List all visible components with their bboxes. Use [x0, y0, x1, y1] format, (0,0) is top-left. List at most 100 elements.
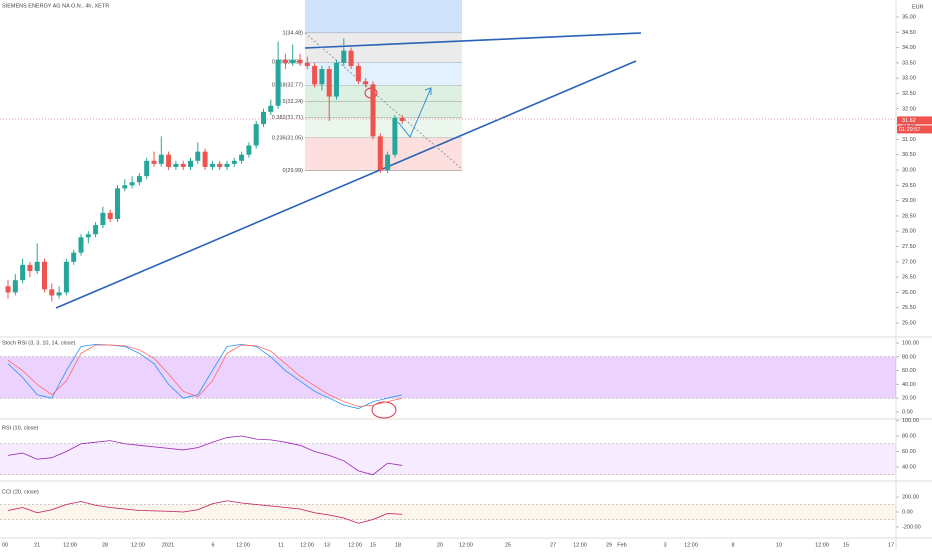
cci-line — [7, 500, 403, 524]
trend-line — [304, 32, 642, 49]
time-label: 8 — [731, 542, 734, 548]
price-label: 31.00 — [902, 137, 916, 143]
price-badge-label: 31.62 — [902, 118, 916, 124]
price-label: 30.50 — [902, 152, 916, 158]
candle-body — [370, 84, 376, 137]
candle-body — [385, 154, 391, 170]
fib-diagonal — [304, 32, 463, 170]
time-label: 12:00 — [236, 542, 250, 548]
price-badge — [897, 116, 932, 125]
price-label: 34.00 — [902, 45, 916, 51]
time-label: 25 — [505, 542, 511, 548]
time-label: 28 — [102, 542, 108, 548]
time-label: 12:00 — [348, 542, 362, 548]
rsi-tick-label: 80.00 — [902, 433, 916, 439]
candle-body — [151, 160, 157, 164]
candle-body — [158, 154, 164, 164]
countdown-badge — [897, 125, 932, 134]
fib-zone — [305, 101, 462, 118]
price-label: 26.00 — [902, 290, 916, 296]
candle-body — [49, 289, 55, 296]
candle-body — [355, 65, 361, 82]
time-label: 20 — [437, 542, 443, 548]
price-label: 32.50 — [902, 91, 916, 97]
price-label: 29.50 — [902, 183, 916, 189]
price-label: 31.50 — [902, 122, 916, 128]
candle-body — [195, 151, 201, 161]
stoch-label: Stoch RSI (3, 3, 10, 14, close) — [2, 340, 76, 346]
stoch-tick-label: 60.00 — [902, 368, 916, 374]
price-label: 34.50 — [902, 30, 916, 36]
candle-body — [239, 154, 245, 161]
fib-zone — [305, 117, 462, 138]
candle-body — [348, 50, 354, 66]
time-label: 12:00 — [459, 542, 473, 548]
candle-body — [275, 59, 281, 106]
time-label: 15 — [370, 542, 376, 548]
candle-body — [136, 176, 142, 183]
time-label: 12:00 — [300, 542, 314, 548]
candle-body — [20, 264, 26, 281]
fib-zone — [305, 85, 462, 102]
stoch-band — [0, 356, 896, 399]
rsi-tick-label: 40.00 — [902, 464, 916, 470]
price-label: 35.00 — [902, 14, 916, 20]
price-label: 27.00 — [902, 259, 916, 265]
candle-body — [334, 62, 339, 97]
time-label: 2021 — [162, 542, 174, 548]
candle-body — [326, 69, 332, 97]
rsi-tick-label: 60.00 — [902, 449, 916, 455]
rsi-line — [7, 435, 403, 476]
candle-body — [209, 163, 215, 167]
price-label: 26.50 — [902, 275, 916, 281]
price-label: 29.00 — [902, 198, 916, 204]
candle-body — [188, 160, 193, 167]
time-label: 21 — [34, 542, 40, 548]
candle-body — [85, 234, 91, 238]
fib-top-zone — [305, 0, 462, 33]
time-label: 13 — [324, 542, 330, 548]
candle-body — [341, 50, 347, 63]
trend-line — [55, 60, 637, 309]
symbol-title: SIEMENS ENERGY AG NA O.N., 4h, XETR — [2, 3, 109, 9]
fib-label: 1(34.48) — [283, 30, 304, 36]
candle-body — [246, 145, 252, 155]
candle-body — [202, 151, 208, 167]
arrow-head — [424, 87, 432, 95]
time-label: 18 — [395, 542, 401, 548]
fib-label: 0.382(31.71) — [272, 115, 303, 121]
rsi-band — [0, 443, 896, 475]
fib-label: 0(29.99) — [283, 168, 304, 174]
candle-body — [42, 261, 47, 290]
fib-zone — [305, 137, 462, 171]
time-label: 12:00 — [684, 542, 698, 548]
candle-body — [34, 261, 40, 271]
candle-body — [268, 105, 274, 112]
price-label: 28.50 — [902, 213, 916, 219]
fib-label: 0.5(32.24) — [278, 99, 303, 105]
price-label: 28.00 — [902, 229, 916, 235]
stoch-tick-label: 20.00 — [902, 396, 916, 402]
price-label: 33.50 — [902, 60, 916, 66]
stoch-k — [7, 343, 403, 409]
time-label: 12:00 — [815, 542, 829, 548]
fib-label: 0.236(31.05) — [272, 135, 303, 141]
candle-body — [107, 212, 113, 219]
time-label: 27 — [550, 542, 556, 548]
projection-arrow — [397, 87, 432, 138]
candle-body — [231, 160, 237, 164]
candle-body — [217, 163, 223, 167]
candle-body — [129, 182, 135, 186]
candle-body — [319, 69, 325, 85]
candle-body — [27, 264, 33, 271]
price-label: 32.00 — [902, 106, 916, 112]
candle-body — [122, 185, 128, 189]
candle-body — [297, 59, 303, 63]
candle-body — [173, 163, 179, 167]
time-label: 11 — [278, 542, 284, 548]
candle-body — [253, 124, 259, 146]
candle-body — [56, 292, 62, 296]
candle-body — [312, 65, 318, 85]
time-label: 12:00 — [131, 542, 145, 548]
